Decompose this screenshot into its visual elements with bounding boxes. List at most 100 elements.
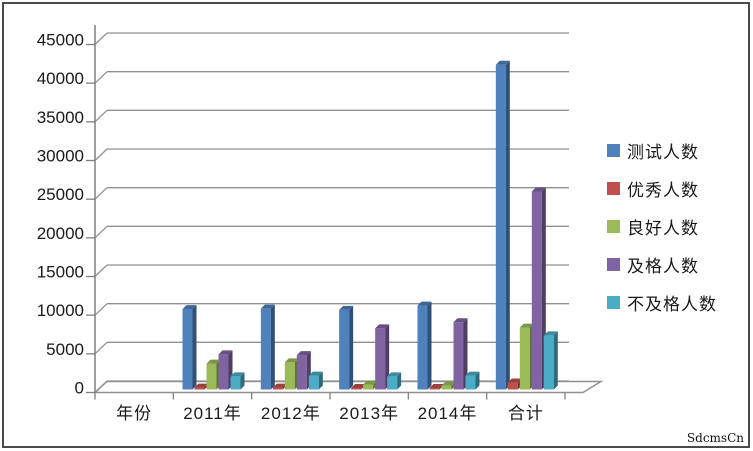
bar-top-face: [387, 372, 402, 377]
bar-优秀人数-2014年: [429, 387, 440, 390]
legend-item-label: 测试人数: [627, 142, 699, 162]
bar-top-face: [308, 371, 323, 376]
bar-及格人数-2013年: [375, 328, 386, 390]
bar-side-face: [427, 301, 432, 390]
gridline-depth-bend: [94, 341, 108, 355]
bar-测试人数-2014年: [417, 305, 428, 390]
y-axis-tick-label: 0: [75, 379, 84, 398]
bar-top-face: [194, 383, 209, 388]
category-label: 2013年: [339, 404, 399, 423]
gridline-depth-bend: [94, 32, 108, 45]
bar-不及格人数-2013年: [387, 376, 398, 390]
y-axis-tick-label: 15000: [37, 263, 84, 282]
bar-不及格人数-2012年: [308, 375, 319, 390]
gridline-depth-bend: [94, 264, 108, 277]
bar-top-face: [441, 381, 456, 386]
bar-测试人数-2013年: [339, 309, 350, 390]
bar-side-face: [475, 371, 480, 390]
category-label: 2014年: [418, 404, 478, 423]
bar-top-face: [284, 358, 299, 363]
legend-color-swatch: [607, 181, 620, 195]
legend-item-不及格人数: 不及格人数: [607, 291, 717, 314]
bar-top-face: [182, 305, 197, 310]
bar-side-face: [240, 372, 245, 390]
y-axis-tick-label: 10000: [37, 301, 84, 320]
category-label: 年份: [116, 404, 152, 423]
bar-top-face: [465, 371, 480, 376]
gridline-depth-bend: [94, 109, 108, 123]
gridline-depth-bend: [94, 225, 108, 239]
bar-side-face: [192, 305, 197, 390]
bar-测试人数-2011年: [182, 309, 193, 390]
bar-优秀人数-合计: [507, 382, 518, 390]
bar-side-face: [318, 371, 323, 390]
bar-top-face: [507, 378, 522, 383]
bar-top-face: [206, 359, 221, 364]
bar-top-face: [417, 301, 432, 306]
legend-item-label: 及格人数: [627, 256, 699, 276]
y-axis-tick-label: 40000: [37, 69, 84, 88]
bar-良好人数-2014年: [441, 385, 452, 390]
y-axis-tick-label: 25000: [37, 185, 84, 204]
y-axis-tick-label: 5000: [46, 340, 84, 359]
bar-优秀人数-2013年: [351, 387, 362, 390]
bar-side-face: [505, 60, 510, 390]
bar-top-face: [543, 331, 558, 336]
bar-top-face: [218, 350, 233, 355]
gridline-depth-bend: [94, 148, 108, 161]
y-axis-tick-label: 35000: [37, 108, 84, 127]
gridline-depth-bend: [94, 303, 108, 316]
bar-top-face: [453, 318, 468, 323]
bar-side-face: [385, 324, 390, 390]
bar-不及格人数-2014年: [465, 375, 476, 390]
bar-不及格人数-2011年: [230, 376, 241, 390]
y-axis-tick-label: 45000: [37, 31, 84, 50]
bar-及格人数-2014年: [453, 322, 464, 390]
gridline-depth-bend: [94, 380, 108, 393]
bar-不及格人数-合计: [543, 335, 554, 390]
legend-item-label: 良好人数: [627, 218, 699, 238]
bar-及格人数-2012年: [296, 355, 307, 390]
bar-良好人数-2011年: [206, 363, 217, 390]
bar-top-face: [495, 60, 510, 65]
y-axis-tick-label: 20000: [37, 224, 84, 243]
bar-top-face: [375, 324, 390, 329]
legend-item-测试人数: 测试人数: [607, 139, 699, 162]
bar-及格人数-2011年: [218, 354, 229, 390]
bar-优秀人数-2011年: [194, 387, 205, 390]
legend-color-swatch: [607, 143, 620, 157]
bar-top-face: [296, 351, 311, 356]
bar-top-face: [230, 372, 245, 377]
bar-top-face: [339, 305, 354, 310]
bar-side-face: [553, 331, 558, 390]
bar-良好人数-2013年: [363, 384, 374, 390]
legend-item-label: 不及格人数: [627, 294, 717, 314]
legend-item-良好人数: 良好人数: [607, 215, 699, 238]
bar-side-face: [270, 304, 275, 390]
watermark: SdcmsCn: [686, 431, 744, 445]
bar-优秀人数-2012年: [272, 387, 283, 390]
legend-item-label: 优秀人数: [627, 180, 699, 200]
bar-top-face: [363, 380, 378, 385]
legend-item-优秀人数: 优秀人数: [607, 177, 699, 200]
bar-top-face: [351, 383, 366, 388]
category-label: 2011年: [183, 404, 242, 423]
bar-良好人数-2012年: [284, 362, 295, 390]
legend-color-swatch: [607, 295, 620, 309]
category-label: 合计: [508, 404, 544, 423]
bar-top-face: [272, 383, 287, 388]
gridline-depth-bend: [94, 187, 108, 200]
legend-color-swatch: [607, 257, 620, 271]
bar-top-face: [519, 323, 534, 328]
bar-top-face: [260, 304, 275, 309]
gridline-depth-bend: [94, 71, 108, 84]
bar-side-face: [463, 318, 468, 390]
bar-side-face: [397, 372, 402, 390]
bar-测试人数-2012年: [260, 308, 271, 390]
bar-测试人数-合计: [495, 64, 506, 390]
bar-良好人数-合计: [519, 327, 530, 390]
legend-item-及格人数: 及格人数: [607, 253, 699, 276]
legend-color-swatch: [607, 219, 620, 233]
